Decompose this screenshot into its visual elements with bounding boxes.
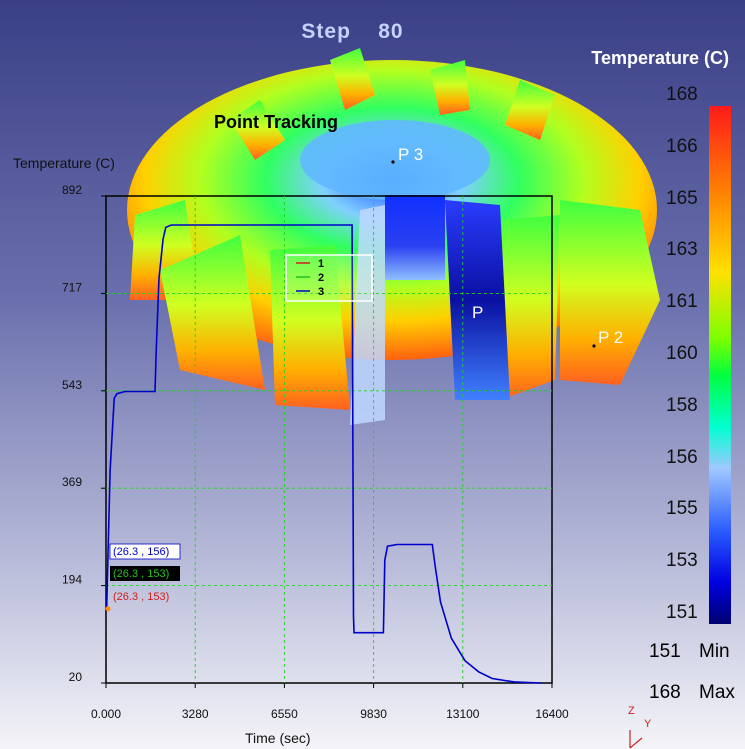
gear-bore <box>385 195 445 280</box>
step-label: Step <box>301 20 351 43</box>
color-bar-tick: 155 <box>666 498 698 520</box>
triad-y-label: Y <box>644 718 652 730</box>
x-tick-label: 0.000 <box>91 707 121 721</box>
gear-tooth <box>270 245 350 410</box>
series-1-marker <box>105 606 111 612</box>
color-bar-tick: 158 <box>666 394 698 416</box>
gear-tooth <box>330 48 375 110</box>
min-label: Min <box>699 641 730 662</box>
grid <box>106 196 552 683</box>
x-tick-label: 16400 <box>535 707 569 721</box>
color-bar-tick: 163 <box>666 239 698 261</box>
x-tick-label: 13100 <box>446 707 480 721</box>
readout-box-3 <box>109 543 181 560</box>
axis-ticks: 0.000 3280 6550 9830 13100 16400 892 717 543 369 1… <box>62 183 569 721</box>
series-line-3 <box>105 224 542 684</box>
readout-series-2: (26.3 , 153) <box>113 568 169 580</box>
legend-label-3: 3 <box>318 286 324 298</box>
max-value: 168 <box>649 682 681 703</box>
color-bar-tick: 165 <box>666 187 698 209</box>
gear-tooth <box>505 80 555 140</box>
y-tick-label: 369 <box>62 475 82 489</box>
gear-cut-face <box>350 205 385 425</box>
readout-series-1: (26.3 , 153) <box>113 591 169 603</box>
max-label: Max <box>699 682 735 703</box>
color-bar-tick: 166 <box>666 135 698 157</box>
point-2-label: P 2 <box>598 328 623 347</box>
y-tick-label: 194 <box>62 573 82 587</box>
step-title: Step 80 <box>0 20 705 44</box>
chart-legend[interactable]: 1 2 3 <box>285 254 373 302</box>
x-axis-title: Time (sec) <box>245 730 311 746</box>
gear-tooth <box>500 215 560 400</box>
y-axis-title: Temperature (C) <box>13 155 115 171</box>
color-bar <box>709 106 731 624</box>
gear-tooth <box>560 200 660 385</box>
color-bar-tick: 160 <box>666 343 698 364</box>
legend-title: Temperature (C) <box>591 48 729 68</box>
x-tick-label: 3280 <box>182 707 209 721</box>
y-tick-label: 892 <box>62 183 82 197</box>
chart-title: Point Tracking <box>214 112 338 132</box>
color-bar-tick: 156 <box>666 446 698 468</box>
x-tick-label: 9830 <box>360 707 387 721</box>
color-bar-tick: 168 <box>666 84 698 105</box>
gear-bore-top <box>300 120 490 200</box>
point-3-label: P 3 <box>398 145 423 164</box>
legend-box <box>285 254 373 302</box>
point-2-marker[interactable] <box>592 344 596 348</box>
gear-model[interactable] <box>127 48 660 425</box>
point-3-marker[interactable] <box>391 160 395 164</box>
color-bar-tick: 151 <box>666 602 698 623</box>
plot-frame <box>105 195 553 684</box>
gear-tooth <box>160 235 265 390</box>
x-tick-label: 6550 <box>271 707 298 721</box>
color-bar-tick: 161 <box>666 291 698 313</box>
readout-series-3: (26.3 , 156) <box>113 546 169 558</box>
axis-triad: Z Y <box>628 705 652 749</box>
point-tracking-chart: Point Tracking Temperature (C) Time (sec… <box>13 112 569 746</box>
min-value: 151 <box>649 641 681 662</box>
y-tick-label: 20 <box>69 670 83 684</box>
y-tick-label: 717 <box>62 280 82 294</box>
y-tick-label: 543 <box>62 378 82 392</box>
gear-tooth <box>430 60 470 115</box>
gear-tooth <box>230 100 285 160</box>
gear-cut-face <box>445 200 510 400</box>
readout-box-2 <box>110 566 180 581</box>
series-layer <box>105 224 542 684</box>
triad-z-label: Z <box>628 705 635 717</box>
legend-label-2: 2 <box>318 272 324 284</box>
color-bar-tick: 153 <box>666 550 698 572</box>
step-value: 80 <box>378 20 404 43</box>
legend-label-1: 1 <box>318 258 324 270</box>
triad-y-axis <box>629 737 643 749</box>
point-1-label: P <box>472 303 483 322</box>
